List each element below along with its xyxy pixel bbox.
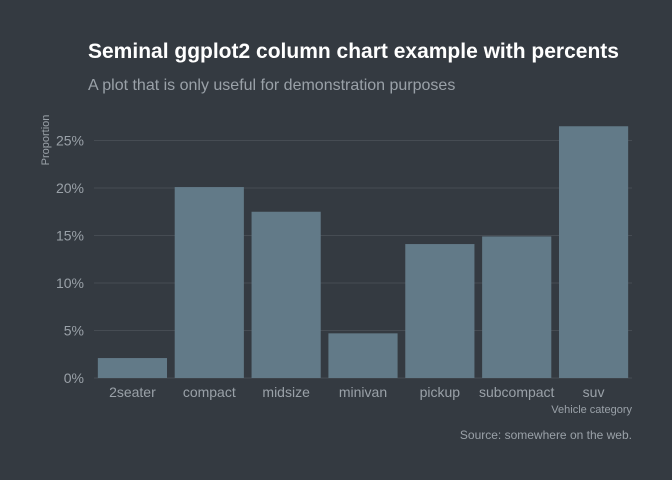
bar-subcompact xyxy=(482,236,552,378)
bar-2seater xyxy=(97,358,168,378)
y-tick-label: 10% xyxy=(56,275,84,291)
y-tick-label: 0% xyxy=(64,370,84,386)
bar-pickup xyxy=(405,244,475,378)
x-tick-label: suv xyxy=(583,384,605,400)
y-tick-label: 5% xyxy=(64,323,84,339)
bar-suv xyxy=(558,126,629,378)
bars xyxy=(97,126,629,378)
x-tick-label: compact xyxy=(183,384,236,400)
x-tick-label: midsize xyxy=(262,384,310,400)
y-axis-ticks: 0% 5% 10% 15% 20% 25% xyxy=(56,133,84,387)
bar-minivan xyxy=(328,333,398,378)
y-tick-label: 20% xyxy=(56,180,84,196)
x-axis-label: Vehicle category xyxy=(551,404,632,416)
x-tick-label: minivan xyxy=(339,384,387,400)
x-tick-label: pickup xyxy=(420,384,461,400)
chart-subtitle: A plot that is only useful for demonstra… xyxy=(88,77,455,94)
x-tick-label: 2seater xyxy=(109,384,156,400)
y-tick-label: 15% xyxy=(56,228,84,244)
chart-caption: Source: somewhere on the web. xyxy=(460,428,632,442)
y-tick-label: 25% xyxy=(56,133,84,149)
x-tick-label: subcompact xyxy=(479,384,555,400)
bar-compact xyxy=(174,187,244,378)
bar-midsize xyxy=(251,211,321,378)
chart-title: Seminal ggplot2 column chart example wit… xyxy=(88,40,619,63)
y-axis-label: Proportion xyxy=(40,115,52,166)
x-axis-ticks: 2seater compact midsize minivan pickup subcom… xyxy=(109,384,604,400)
